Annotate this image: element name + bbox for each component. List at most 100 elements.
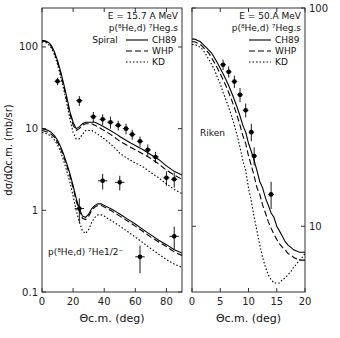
y-tick	[42, 46, 46, 47]
y-axis-label: dσ/dΩc.m. (mb/sr)	[3, 104, 14, 196]
x-tick	[42, 8, 43, 12]
y-tick	[42, 210, 46, 211]
annotation: p(⁸He,d) ⁷Heg.s	[232, 23, 302, 33]
legend-label: CH89	[152, 35, 177, 45]
x-tick-label: 15	[270, 296, 283, 307]
legend-swatch	[126, 61, 148, 62]
data-point	[145, 148, 150, 153]
data-point	[116, 123, 121, 128]
annotation: E = 15.7 A MeV	[108, 11, 179, 21]
y-tick-label: 100	[309, 3, 328, 14]
legend: CH89WHPKD	[126, 35, 177, 67]
data-point	[238, 93, 243, 98]
x-tick	[73, 288, 74, 292]
data-point	[130, 132, 135, 137]
plot-frame	[42, 8, 182, 292]
data-point	[100, 117, 105, 122]
x-axis-label: Θc.m. (deg)	[79, 312, 144, 325]
annotation: Riken	[200, 128, 225, 138]
x-tick-label: 20	[299, 296, 312, 307]
model-curve	[42, 130, 182, 255]
x-tick	[104, 8, 105, 12]
x-tick-label: 60	[129, 296, 142, 307]
data-point	[55, 79, 60, 84]
panel: 0204060800.1110100Θc.m. (deg)dσ/dΩc.m. (…	[3, 8, 182, 325]
y-tick-label: 10	[309, 221, 322, 232]
panel: 0510152010100Θc.m. (deg)E = 50.A MeVp(⁸H…	[189, 3, 328, 326]
x-tick-label: 10	[242, 296, 255, 307]
y-tick	[178, 210, 182, 211]
data-point	[269, 192, 274, 197]
data-point	[138, 139, 143, 144]
data-point	[252, 154, 257, 159]
x-tick	[220, 8, 221, 12]
x-tick	[135, 288, 136, 292]
y-tick-label: 100	[19, 41, 38, 52]
x-tick-label: 0	[39, 296, 45, 307]
legend-swatch	[249, 50, 271, 51]
annotation: E = 50.A MeV	[239, 11, 302, 21]
legend-label: KD	[275, 57, 288, 67]
y-tick-label: 0.1	[22, 287, 38, 298]
data-point	[124, 126, 129, 131]
x-tick	[42, 288, 43, 292]
model-curve	[42, 42, 182, 194]
x-axis-label: Θc.m. (deg)	[216, 312, 281, 325]
error-bar	[140, 246, 141, 274]
y-tick	[301, 8, 305, 9]
legend: CH89WHPKD	[249, 35, 300, 67]
y-tick	[178, 292, 182, 293]
data-point	[91, 114, 96, 119]
x-tick	[73, 8, 74, 12]
plot-area	[192, 39, 305, 283]
y-tick	[178, 46, 182, 47]
x-tick	[276, 288, 277, 292]
model-curve	[42, 129, 182, 253]
data-point	[138, 254, 143, 259]
data-point	[153, 155, 158, 160]
data-point	[243, 108, 248, 113]
annotation: p(⁸He,d) ⁷He1/2⁻	[48, 247, 123, 257]
model-curve	[192, 42, 305, 260]
legend-label: CH89	[275, 35, 300, 45]
annotation: p(⁸He,d) ⁷Heg.s	[109, 23, 179, 33]
x-tick	[220, 288, 221, 292]
y-tick	[192, 8, 196, 9]
legend-label: WHP	[275, 46, 297, 56]
data-point	[172, 234, 177, 239]
x-tick	[192, 8, 193, 12]
model-curve	[42, 41, 182, 176]
legend-swatch	[126, 50, 148, 51]
data-point	[77, 98, 82, 103]
x-tick	[192, 288, 193, 292]
data-point	[77, 206, 82, 211]
legend-swatch	[249, 61, 271, 62]
legend-swatch	[249, 39, 271, 40]
x-tick	[305, 288, 306, 292]
plot-area	[42, 41, 182, 274]
model-curve	[42, 132, 182, 267]
data-point	[108, 120, 113, 125]
y-tick-label: 10	[25, 123, 38, 134]
model-curve	[192, 45, 305, 283]
x-tick-label: 80	[160, 296, 173, 307]
y-tick	[178, 128, 182, 129]
y-tick	[192, 226, 196, 227]
data-point	[100, 178, 105, 183]
data-point	[232, 79, 237, 84]
data-point	[117, 180, 122, 185]
y-tick-label: 1	[32, 205, 38, 216]
model-curve	[192, 39, 305, 252]
legend-swatch	[126, 39, 148, 40]
y-tick	[301, 226, 305, 227]
data-point	[221, 62, 226, 67]
x-tick	[104, 288, 105, 292]
x-tick	[166, 288, 167, 292]
data-point	[172, 177, 177, 182]
x-tick	[305, 8, 306, 12]
y-tick	[42, 292, 46, 293]
x-tick-label: 0	[189, 296, 195, 307]
plot-frame	[192, 8, 305, 292]
annotation: Spiral	[92, 35, 118, 45]
x-tick-label: 20	[67, 296, 80, 307]
